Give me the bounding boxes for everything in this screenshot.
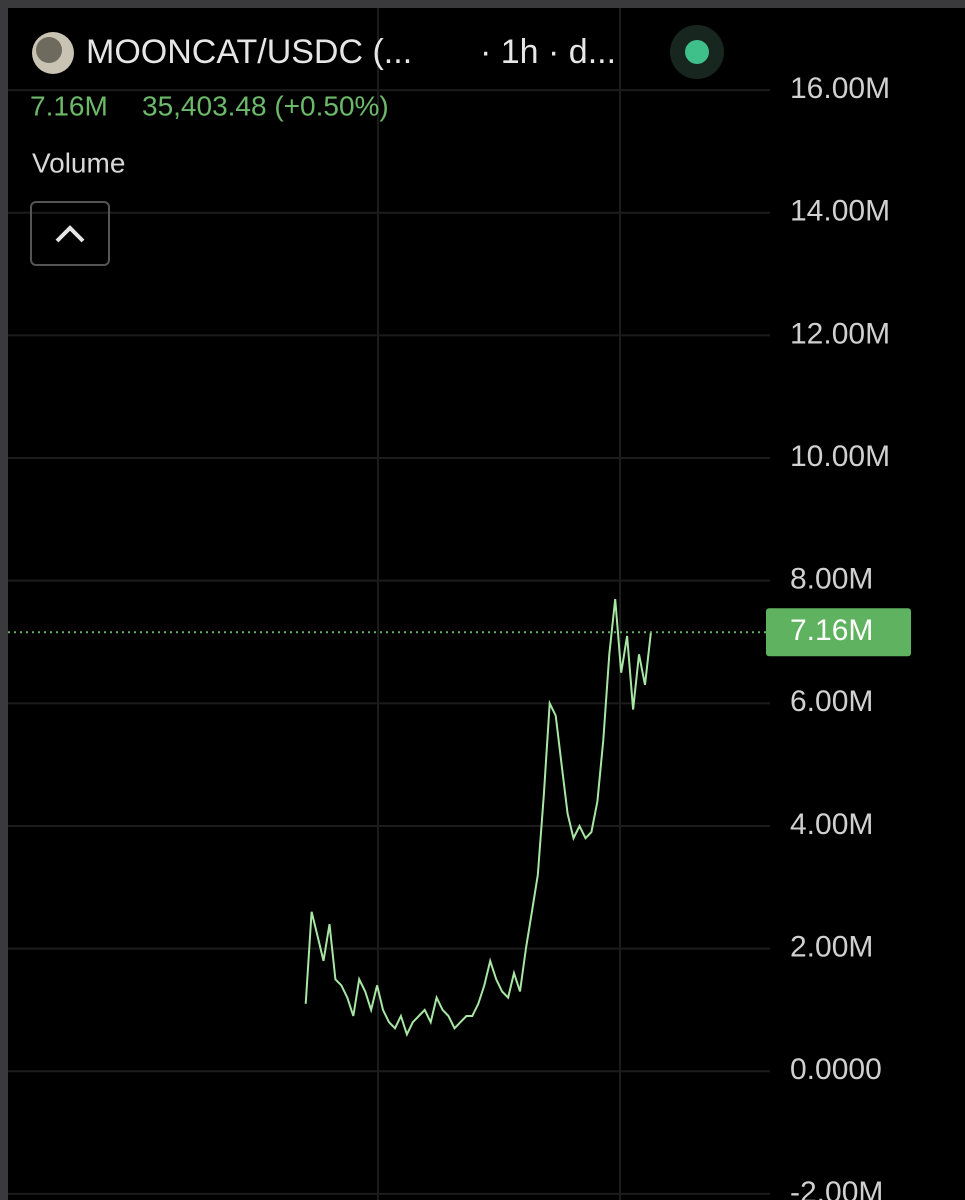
y-tick-label: -2.00M xyxy=(790,1176,883,1200)
y-tick-label: 12.00M xyxy=(790,317,890,350)
y-tick-label: 0.0000 xyxy=(790,1053,882,1086)
left-frame xyxy=(0,0,8,1200)
chart-subtitle: · 1h · d... xyxy=(480,33,616,71)
y-tick-label: 2.00M xyxy=(790,931,873,964)
top-frame xyxy=(0,0,965,8)
indicator-label: Volume xyxy=(32,147,125,178)
y-tick-label: 6.00M xyxy=(790,685,873,718)
status-dot xyxy=(685,40,709,64)
y-tick-label: 4.00M xyxy=(790,808,873,841)
y-tick-label: 16.00M xyxy=(790,72,890,105)
last-price-box xyxy=(766,608,911,657)
header-price: 7.16M xyxy=(30,90,108,121)
grid xyxy=(8,89,770,1195)
header-change: 35,403.48 (+0.50%) xyxy=(142,90,389,121)
y-tick-label: 8.00M xyxy=(790,563,873,596)
price-line xyxy=(304,598,652,1038)
token-icon-detail xyxy=(36,37,62,63)
chevron-icon xyxy=(55,225,85,243)
plot xyxy=(8,598,770,1038)
y-tick-label: 10.00M xyxy=(790,440,890,473)
collapse-button[interactable] xyxy=(30,201,110,266)
y-tick-label: 14.00M xyxy=(790,195,890,228)
y-axis: 16.00M 14.00M 12.00M 10.00M 8.00M 6.00M 4.00M 2… xyxy=(766,72,911,1200)
chart-title: MOONCAT/USDC (... xyxy=(86,33,412,71)
last-price-label: 7.16M xyxy=(790,614,873,647)
